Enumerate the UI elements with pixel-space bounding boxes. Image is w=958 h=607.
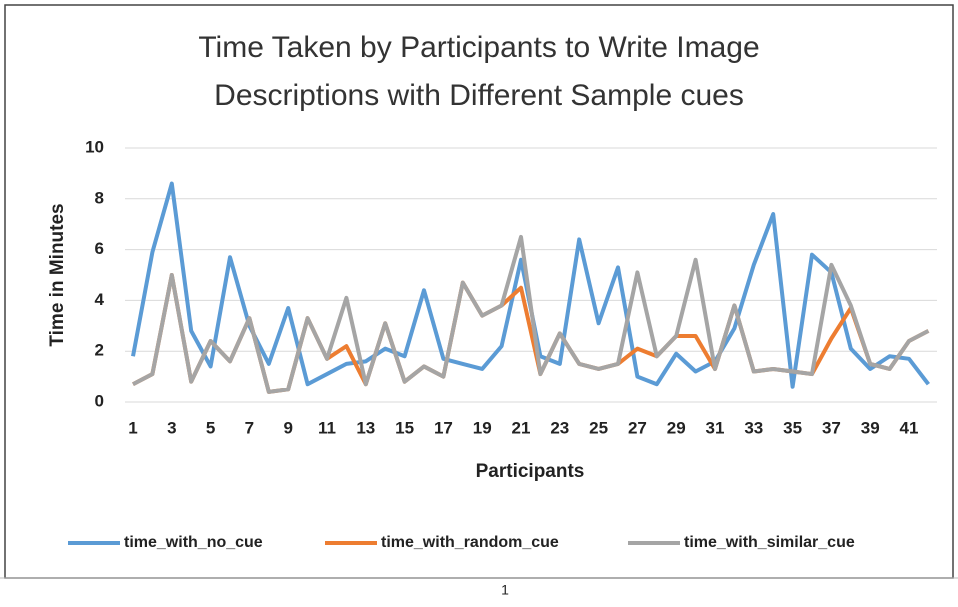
x-tick-label: 27 — [628, 418, 647, 437]
x-tick-label: 37 — [822, 418, 841, 437]
x-tick-label: 23 — [550, 418, 569, 437]
y-tick-label: 6 — [95, 239, 104, 258]
y-axis-label: Time in Minutes — [47, 203, 68, 346]
x-tick-label: 3 — [167, 418, 176, 437]
data-line — [132, 234, 930, 394]
x-tick-label: 13 — [356, 418, 375, 437]
x-tick-label: 25 — [589, 418, 608, 437]
x-tick-label: 11 — [318, 418, 336, 437]
x-tick-label: 7 — [245, 418, 254, 437]
x-axis-label: Participants — [476, 461, 585, 482]
x-tick-label: 33 — [744, 418, 763, 437]
page-number: 1 — [501, 582, 509, 598]
y-tick-label: 0 — [95, 391, 104, 410]
x-tick-label: 19 — [473, 418, 492, 437]
x-tick-label: 15 — [395, 418, 414, 437]
y-tick-label: 8 — [95, 188, 104, 207]
x-tick-label: 1 — [128, 418, 137, 437]
legend-label: time_with_random_cue — [381, 534, 559, 551]
data-line — [131, 181, 930, 389]
x-tick-label: 41 — [900, 418, 919, 437]
x-tick-label: 5 — [206, 418, 215, 437]
chart-title: Time Taken by Participants to Write Imag… — [198, 31, 760, 112]
x-tick-label: 21 — [512, 418, 531, 437]
x-tick-label: 17 — [434, 418, 453, 437]
legend-label: time_with_similar_cue — [684, 534, 855, 551]
y-tick-label: 4 — [95, 290, 105, 309]
x-tick-label: 35 — [783, 418, 802, 437]
y-tick-label: 10 — [85, 137, 104, 156]
legend-label: time_with_no_cue — [124, 534, 263, 551]
y-tick-label: 2 — [95, 341, 104, 360]
x-tick-label: 29 — [667, 418, 686, 437]
x-tick-label: 31 — [706, 418, 725, 437]
x-tick-label: 39 — [861, 418, 880, 437]
x-tick-label: 9 — [283, 418, 292, 437]
